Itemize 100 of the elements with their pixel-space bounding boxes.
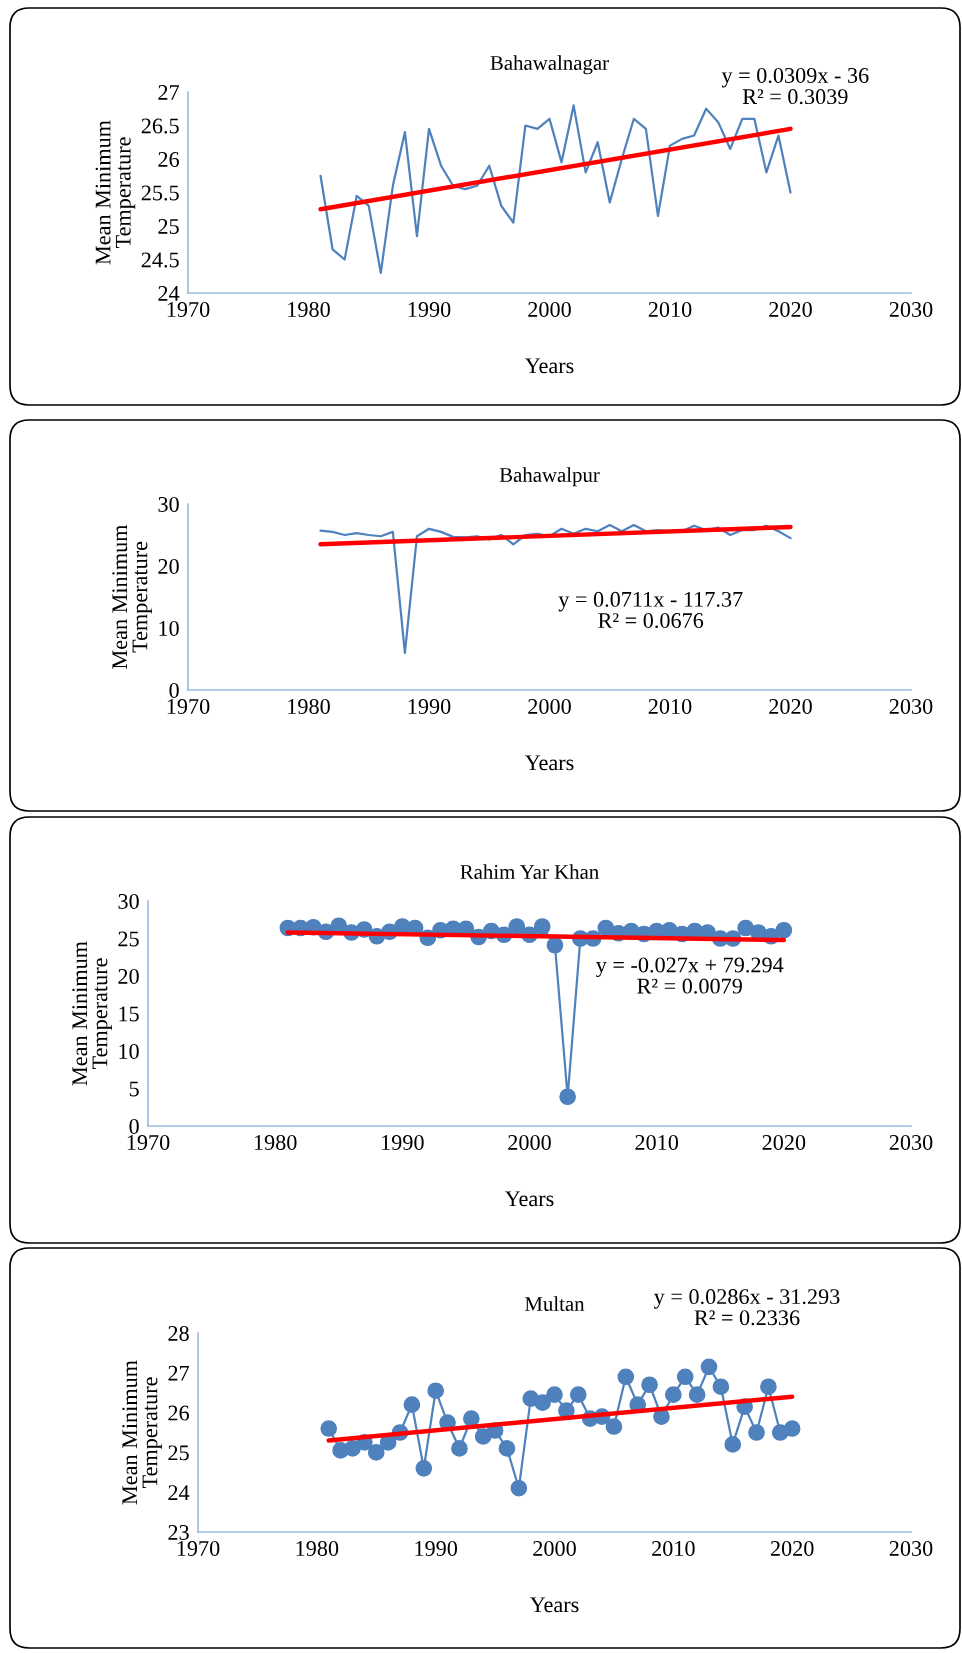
x-tick-label: 2010	[648, 698, 692, 714]
y-tick-label: 26	[168, 1405, 189, 1421]
y-tick-label: 24	[158, 285, 180, 301]
x-axis-title: Years	[524, 755, 574, 771]
x-axis-title: Years	[529, 1597, 579, 1613]
x-tick-label: 2020	[762, 1134, 806, 1150]
y-tick-label: 28	[168, 1325, 189, 1341]
x-tick-label: 2010	[635, 1134, 679, 1150]
text: y = 0.0286x - 31.293	[653, 1289, 840, 1309]
y-tick-label: 30	[158, 496, 179, 512]
point	[676, 1368, 694, 1386]
point	[403, 1396, 421, 1413]
x-tick-label: 1980	[288, 698, 330, 714]
x-tick-label: 1970	[177, 1540, 220, 1556]
point	[498, 1440, 516, 1457]
y-tick-label: 26.5	[141, 118, 179, 134]
x-tick-label: 2000	[508, 1134, 551, 1150]
x-tick-label: 2020	[770, 1540, 814, 1556]
x-tick-label: 1980	[296, 1540, 339, 1556]
y-tick-label: 24.5	[141, 252, 179, 268]
x-tick-label: 1970	[167, 301, 210, 317]
y-tick-label: 25	[118, 931, 139, 947]
annotation: R² = 0.3039	[742, 89, 848, 105]
point	[775, 921, 793, 939]
point	[451, 1440, 468, 1457]
point	[415, 1459, 433, 1477]
y-tick-label: 10	[119, 1043, 139, 1059]
x-axis-title: Years	[504, 1191, 554, 1207]
point	[712, 1378, 730, 1396]
y-tick-label: 10	[159, 620, 179, 636]
line-series	[319, 523, 792, 654]
point	[783, 1420, 801, 1437]
x-tick-label: 2020	[769, 698, 812, 714]
x-tick-label: 2030	[889, 301, 933, 317]
annotation: y = -0.027x + 79.294	[595, 957, 784, 978]
point	[688, 1386, 706, 1404]
y-tick-label: 20	[118, 968, 139, 984]
y-tick-label: 25.5	[141, 185, 179, 201]
point	[569, 1386, 587, 1404]
point	[367, 1444, 385, 1461]
x-tick-label: 2030	[889, 1134, 933, 1150]
x-axis-title: Years	[524, 358, 574, 374]
y-tick-label: 30	[118, 893, 139, 909]
y-tick-label: 27	[168, 1365, 190, 1381]
chart-title: Rahim Yar Khan	[460, 864, 599, 879]
annotation: R² = 0.0676	[598, 613, 704, 629]
x-tick-label: 1990	[408, 698, 451, 714]
point	[617, 1368, 635, 1386]
point	[760, 1378, 777, 1396]
y-axis-title: Mean Minimum Temperature	[122, 1360, 162, 1505]
x-tick-label: 1980	[288, 301, 330, 317]
x-tick-label: 1980	[254, 1134, 297, 1150]
point	[462, 1410, 480, 1427]
point	[664, 1386, 682, 1404]
y-tick-label: 25	[168, 1445, 189, 1461]
point	[748, 1424, 765, 1441]
point	[641, 1376, 658, 1394]
annotation: y = 0.0711x - 117.37	[558, 591, 743, 612]
x-tick-label: 1990	[415, 1540, 458, 1556]
y-tick-label: 0	[129, 1118, 139, 1134]
text: y = 0.0309x - 36	[721, 67, 869, 88]
point	[508, 918, 526, 935]
point	[700, 1358, 718, 1376]
x-tick-label: 2010	[652, 1540, 695, 1556]
point	[546, 1386, 563, 1404]
x-tick-label: 2030	[889, 698, 933, 714]
x-tick-label: 1970	[167, 698, 210, 714]
x-tick-label: 2000	[528, 698, 571, 714]
chart-title: Bahawalnagar	[490, 55, 609, 75]
x-tick-label: 2000	[528, 301, 571, 317]
y-tick-label: 15	[119, 1006, 139, 1022]
y-axis-title: Mean Minimum Temperature	[72, 941, 112, 1086]
x-tick-label: 1990	[382, 1134, 424, 1150]
chart-title: Bahawalpur	[499, 467, 600, 487]
y-tick-label: 23	[168, 1524, 189, 1540]
point	[559, 1088, 576, 1106]
x-tick-label: 2000	[533, 1540, 576, 1556]
chart-title: Multan	[525, 1296, 585, 1311]
annotation: R² = 0.0079	[637, 978, 742, 994]
y-tick-label: 20	[158, 558, 179, 574]
point	[534, 1394, 551, 1411]
y-tick-label: 26	[158, 151, 179, 167]
x-tick-label: 2030	[889, 1540, 933, 1556]
point	[533, 918, 551, 935]
x-tick-label: 2020	[769, 301, 812, 317]
x-tick-label: 2010	[648, 301, 692, 317]
y-tick-label: 25	[158, 218, 179, 234]
point	[724, 1436, 742, 1453]
x-tick-label: 1970	[127, 1134, 170, 1150]
y-tick-label: 5	[129, 1081, 139, 1097]
point	[546, 936, 564, 954]
y-axis-title: Mean Minimum Temperature	[95, 120, 136, 265]
point	[510, 1479, 528, 1497]
point	[320, 1420, 338, 1437]
y-tick-label: 24	[168, 1485, 190, 1500]
line-series	[319, 104, 792, 275]
point	[605, 1418, 623, 1435]
y-tick-label: 0	[169, 682, 179, 698]
text: R² = 0.2336	[694, 1310, 800, 1326]
y-tick-label: 27	[158, 84, 180, 100]
